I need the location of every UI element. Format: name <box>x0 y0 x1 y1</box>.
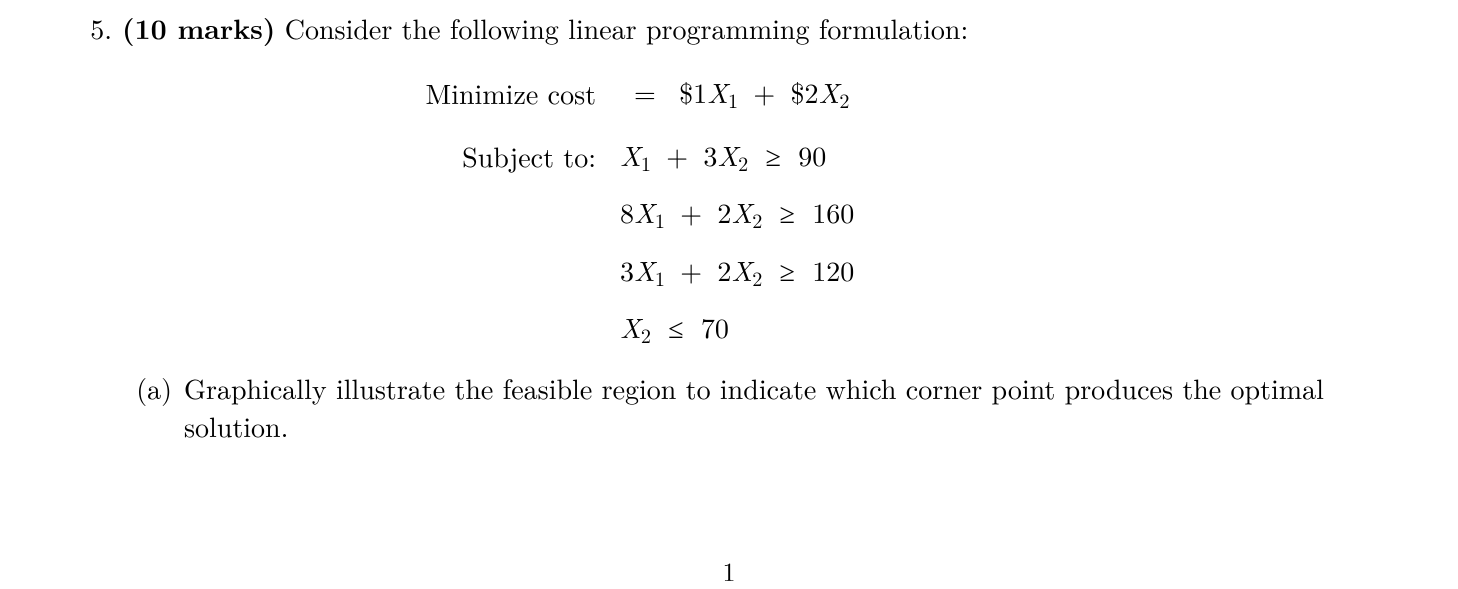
var-x2: X <box>819 72 840 112</box>
c3-coeff1: 3 <box>620 250 634 290</box>
c1-var2: X <box>717 135 738 175</box>
c1-coeff2: 3 <box>703 135 717 175</box>
var-x1: X <box>707 72 728 112</box>
constraint-row-2: 8X1 + 2X2 ≥ 160 <box>346 194 1396 233</box>
subpart-a: (a) Graphically illustrate the feasible … <box>120 370 1396 446</box>
c2-sub2: 2 <box>752 205 762 234</box>
page-number: 1 <box>0 553 1458 588</box>
intro-text: Consider the following linear programmin… <box>285 8 969 48</box>
c1-sub2: 2 <box>738 148 748 177</box>
c4-var2: X <box>620 307 641 347</box>
constraint-2: 8X1 + 2X2 ≥ 160 <box>620 194 854 233</box>
subject-to-label: Subject to: <box>346 138 620 176</box>
problem-line: 5. (10 marks) Consider the following lin… <box>66 10 1396 48</box>
constraint-4: X2 ≤ 70 <box>620 309 729 348</box>
c2-plus: + <box>674 194 708 232</box>
c3-sub2: 2 <box>752 263 762 292</box>
c4-rel: ≤ <box>660 309 691 347</box>
c1-rhs: 90 <box>798 135 826 175</box>
dollar-coeff-1: $1 <box>679 72 707 112</box>
sub-2: 2 <box>839 85 849 114</box>
c1-sub1: 1 <box>641 148 651 177</box>
c1-var1: X <box>620 135 641 175</box>
math-block: Minimize cost = $1X1 + $2X2 Subject to: … <box>346 74 1396 348</box>
marks-label: (10 marks) <box>122 8 275 48</box>
subpart-label: (a) <box>120 370 184 446</box>
c1-plus: + <box>660 137 694 175</box>
c2-var2: X <box>731 192 752 232</box>
constraint-row-3: 3X1 + 2X2 ≥ 120 <box>346 252 1396 291</box>
c2-var1: X <box>634 192 655 232</box>
c2-coeff1: 8 <box>620 192 634 232</box>
constraint-row-4: X2 ≤ 70 <box>346 309 1396 348</box>
equals-sign: = <box>620 74 670 112</box>
constraint-row-1: Subject to: X1 + 3X2 ≥ 90 <box>346 137 1396 176</box>
c4-sub2: 2 <box>641 320 651 349</box>
c2-rhs: 160 <box>812 192 854 232</box>
problem-text: (10 marks) Consider the following linear… <box>122 10 1396 48</box>
c3-var1: X <box>634 250 655 290</box>
c2-coeff2: 2 <box>717 192 731 232</box>
dollar-coeff-2: $2 <box>790 72 818 112</box>
document-body: 5. (10 marks) Consider the following lin… <box>66 10 1396 446</box>
constraint-3: 3X1 + 2X2 ≥ 120 <box>620 252 854 291</box>
sub-1: 1 <box>728 85 738 114</box>
c3-plus: + <box>674 252 708 290</box>
c3-var2: X <box>731 250 752 290</box>
subpart-text: Graphically illustrate the feasible regi… <box>184 370 1396 446</box>
c3-rel: ≥ <box>772 252 803 290</box>
c3-coeff2: 2 <box>717 250 731 290</box>
constraint-1: X1 + 3X2 ≥ 90 <box>620 137 826 176</box>
c3-rhs: 120 <box>812 250 854 290</box>
c1-rel: ≥ <box>758 137 789 175</box>
objective-row: Minimize cost = $1X1 + $2X2 <box>346 74 1396 113</box>
plus-sign: + <box>747 74 781 112</box>
objective-expression: = $1X1 + $2X2 <box>620 74 849 113</box>
c4-rhs: 70 <box>701 307 729 347</box>
c2-rel: ≥ <box>772 194 803 232</box>
problem-number: 5. <box>66 10 122 48</box>
c2-sub1: 1 <box>655 205 665 234</box>
objective-label: Minimize cost <box>346 75 620 113</box>
c3-sub1: 1 <box>655 263 665 292</box>
